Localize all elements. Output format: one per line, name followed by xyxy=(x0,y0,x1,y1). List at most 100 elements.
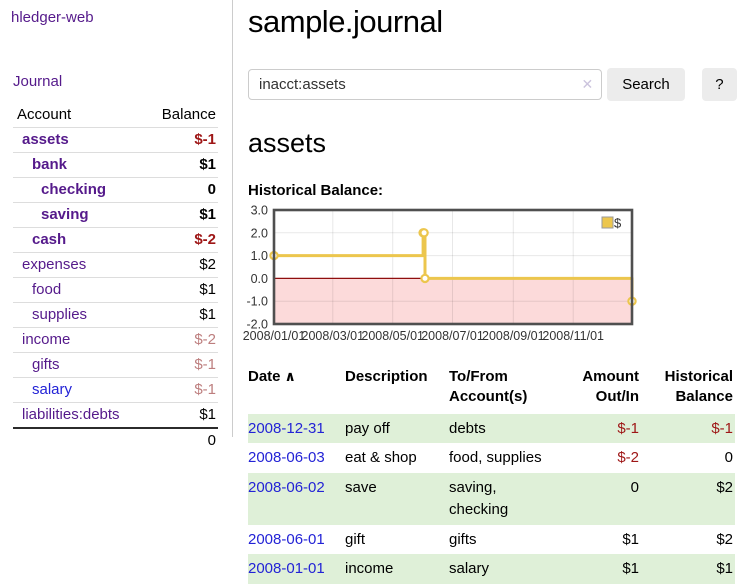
account-row: checking 0 xyxy=(13,177,218,203)
amount-cell: $1 xyxy=(566,554,641,584)
account-row: income $-2 xyxy=(13,327,218,353)
svg-text:-1.0: -1.0 xyxy=(246,295,268,309)
register-row: 2008-12-31 pay off debts $-1 $-1 xyxy=(248,413,735,444)
register-row: 2008-06-01 gift gifts $1 $2 xyxy=(248,525,735,555)
account-link-assets[interactable]: assets xyxy=(22,131,69,148)
date-link[interactable]: 2008-12-31 xyxy=(248,419,325,437)
date-link[interactable]: 2008-06-02 xyxy=(248,479,325,496)
account-balance: $-1 xyxy=(115,377,218,403)
description-cell: save xyxy=(345,473,449,525)
account-row: supplies $1 xyxy=(13,302,218,328)
svg-text:2008/07/01: 2008/07/01 xyxy=(421,329,484,343)
date-link[interactable]: 2008-06-01 xyxy=(248,530,325,548)
balance-cell: $2 xyxy=(716,530,733,548)
register-row: 2008-06-02 save saving, checking 0 $2 xyxy=(248,473,735,525)
account-balance: $1 xyxy=(115,277,218,303)
accounts-col-header: Account xyxy=(13,103,116,128)
account-balance: $1 xyxy=(115,402,218,429)
account-link-saving[interactable]: saving xyxy=(41,206,89,223)
page-title: sample.journal xyxy=(248,4,443,39)
search-button[interactable]: Search xyxy=(607,68,685,101)
account-row: cash $-2 xyxy=(13,227,218,253)
historical-balance-chart-svg: $3.0 2.0 1.0 0.0 -1.0 -2.02008/01/012008/03/0… xyxy=(243,204,637,343)
search-input[interactable] xyxy=(248,69,603,100)
svg-text:2008/09/01: 2008/09/01 xyxy=(482,329,545,343)
description-cell: pay off xyxy=(345,413,449,444)
account-balance: $1 xyxy=(115,202,218,228)
nav-journal-link[interactable]: Journal xyxy=(13,73,63,90)
svg-text:2008/11/01: 2008/11/01 xyxy=(542,329,604,343)
account-link-bank[interactable]: bank xyxy=(32,156,68,173)
amount-cell: $1 xyxy=(622,530,639,548)
main-content: sample.journal ✕ Search ? assets Histori… xyxy=(243,0,737,584)
svg-text:2008/03/01: 2008/03/01 xyxy=(302,329,365,343)
account-link-gifts[interactable]: gifts xyxy=(32,356,60,373)
description-cell: eat & shop xyxy=(345,449,417,467)
accounts-cell: debts xyxy=(449,413,566,444)
register-header-row: Date ∧ Description To/From Account(s) Amo… xyxy=(248,365,735,414)
historical-balance-chart: $3.0 2.0 1.0 0.0 -1.0 -2.0 2008/01/01 2008/03/0… xyxy=(242,204,737,351)
search-form: ✕ Search ? xyxy=(248,68,737,101)
accounts-balance-table: Account Balance assets $-1 bank $1 checkin… xyxy=(13,103,218,453)
account-balance: $1 xyxy=(115,302,218,328)
accounts-cell: gifts xyxy=(449,530,477,548)
account-link-income[interactable]: income xyxy=(22,331,71,348)
accounts-total-balance: 0 xyxy=(207,432,216,449)
account-link-supplies[interactable]: supplies xyxy=(32,306,88,323)
account-link-expenses[interactable]: expenses xyxy=(22,256,87,273)
svg-text:0.0: 0.0 xyxy=(251,272,268,286)
account-row: gifts $-1 xyxy=(13,352,218,378)
date-link[interactable]: 2008-01-01 xyxy=(248,560,325,578)
svg-text:2008/05/01: 2008/05/01 xyxy=(361,329,424,343)
sidebar-divider xyxy=(232,0,233,437)
account-balance: 0 xyxy=(115,177,218,203)
account-balance: $1 xyxy=(115,152,218,178)
svg-text:2.0: 2.0 xyxy=(251,226,268,240)
svg-text:$: $ xyxy=(614,216,622,231)
account-row: salary $-1 xyxy=(13,377,218,403)
col-header-date[interactable]: Date ∧ xyxy=(248,368,296,385)
svg-text:-2.0: -2.0 xyxy=(246,318,268,332)
account-row: liabilities:debts $1 xyxy=(13,402,218,429)
amount-cell: 0 xyxy=(566,473,641,525)
date-link[interactable]: 2008-06-03 xyxy=(248,449,325,467)
account-balance: $2 xyxy=(115,252,218,278)
account-balance: $-1 xyxy=(115,352,218,378)
help-button[interactable]: ? xyxy=(701,68,737,101)
amount-cell: $-1 xyxy=(566,413,641,444)
register-row: 2008-01-01 income salary $1 $1 xyxy=(248,554,735,584)
account-balance: $-1 xyxy=(115,127,218,153)
account-balance: $-2 xyxy=(115,227,218,253)
account-heading: assets xyxy=(248,128,327,158)
account-link-liabilities-debts[interactable]: liabilities:debts xyxy=(22,406,120,423)
col-header-amount: Amount Out/In xyxy=(582,368,639,406)
col-header-description: Description xyxy=(345,368,428,385)
account-row: food $1 xyxy=(13,277,218,303)
account-row: saving $1 xyxy=(13,202,218,228)
account-link-food[interactable]: food xyxy=(32,281,62,298)
sort-asc-icon: ∧ xyxy=(284,368,296,384)
register-table: Date ∧ Description To/From Account(s) Amo… xyxy=(248,365,735,584)
account-link-checking[interactable]: checking xyxy=(41,181,107,198)
account-row: bank $1 xyxy=(13,152,218,178)
accounts-total-row: 0 xyxy=(13,428,218,453)
balance-cell: $2 xyxy=(641,473,735,525)
balance-col-header: Balance xyxy=(115,103,218,128)
account-row: assets $-1 xyxy=(13,127,218,153)
balance-cell: $-1 xyxy=(641,413,735,444)
chart-title: Historical Balance: xyxy=(248,182,384,199)
balance-cell: $1 xyxy=(641,554,735,584)
brand-link[interactable]: hledger-web xyxy=(11,9,94,26)
description-cell: income xyxy=(345,554,449,584)
accounts-cell: salary xyxy=(449,554,566,584)
col-header-balance: Historical Balance xyxy=(664,368,733,406)
account-link-cash[interactable]: cash xyxy=(32,231,67,248)
account-balance: $-2 xyxy=(115,327,218,353)
svg-text:2008/01/01: 2008/01/01 xyxy=(243,329,306,343)
amount-cell: $-2 xyxy=(617,449,639,467)
accounts-cell: food, supplies xyxy=(449,449,542,467)
description-cell: gift xyxy=(345,530,366,548)
clear-search-icon[interactable]: ✕ xyxy=(581,76,594,92)
account-link-salary[interactable]: salary xyxy=(32,381,73,398)
svg-text:1.0: 1.0 xyxy=(251,249,268,263)
